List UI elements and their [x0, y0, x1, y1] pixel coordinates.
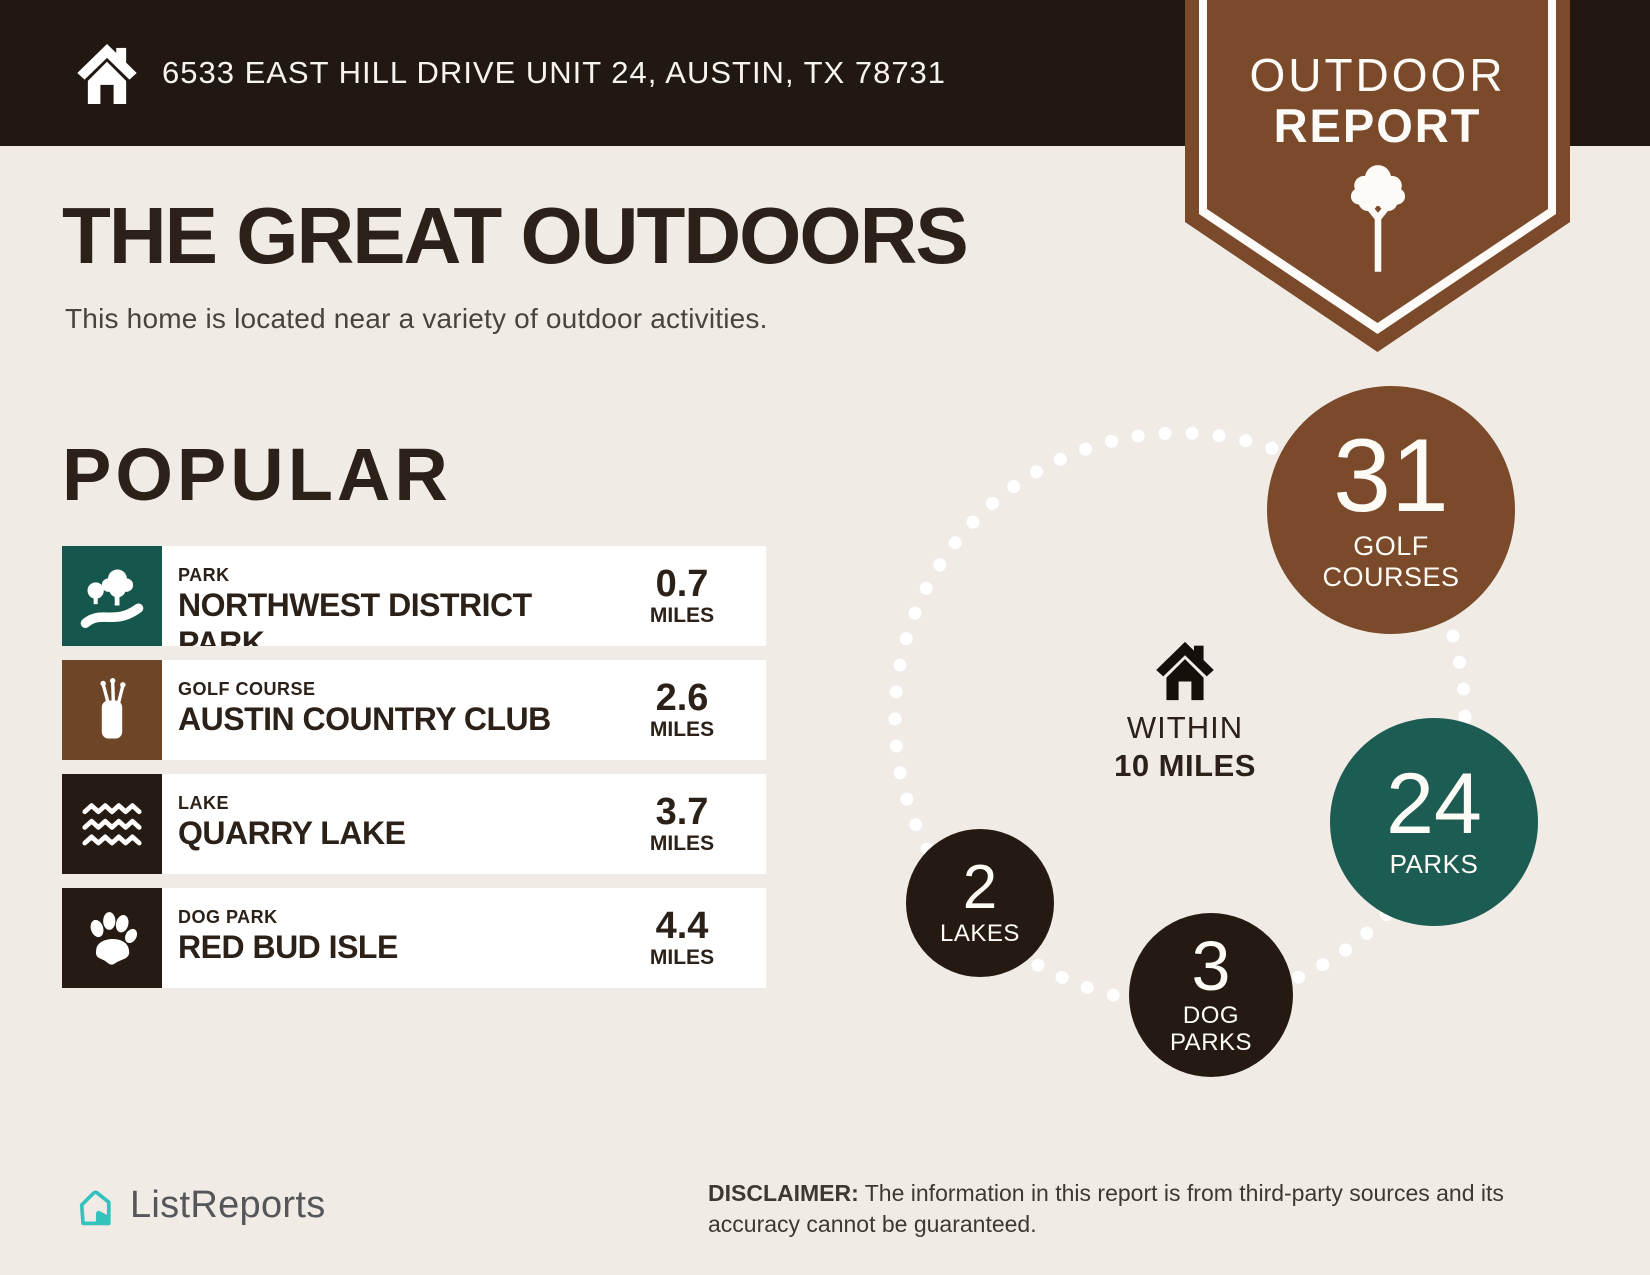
radius-dotted-ring	[888, 426, 1472, 1010]
badge-title-line1: OUTDOOR	[1249, 49, 1506, 101]
place-name: NORTHWEST DISTRICT PARK	[178, 587, 532, 646]
bubble-lakes: 2 LAKES	[906, 829, 1054, 977]
distance-unit: MILES	[649, 718, 715, 741]
category-label: DOG PARK	[178, 907, 278, 927]
paw-icon	[90, 912, 138, 965]
park-iconbox	[62, 546, 162, 646]
bubble-label: GOLF COURSES	[1322, 531, 1460, 593]
lake-iconbox	[62, 774, 162, 874]
tree-icon	[1350, 165, 1405, 272]
list-item-park: PARK NORTHWEST DISTRICT PARK 0.7 MILES	[62, 546, 766, 646]
badge-title-line2: REPORT	[1273, 99, 1482, 152]
bubble-golf-courses: 31 GOLF COURSES	[1267, 386, 1515, 634]
outdoor-report-badge: OUTDOOR REPORT	[1185, 0, 1570, 358]
distance-unit: MILES	[649, 946, 715, 969]
disclaimer: DISCLAIMER: The information in this repo…	[708, 1178, 1558, 1240]
radius-center: WITHIN 10 MILES	[1080, 638, 1290, 784]
distance-value: 2.6	[655, 677, 709, 719]
list-item-text: GOLF COURSE AUSTIN COUNTRY CLUB	[162, 660, 608, 760]
bubble-value: 2	[962, 852, 998, 922]
bubble-value: 24	[1386, 756, 1482, 853]
distance-value: 3.7	[655, 791, 709, 833]
distance: 3.7 MILES	[612, 774, 766, 874]
listreports-house-icon	[79, 1190, 111, 1226]
category-label: LAKE	[178, 793, 229, 813]
disclaimer-label: DISCLAIMER:	[708, 1180, 859, 1206]
list-item-dog-park: DOG PARK RED BUD ISLE 4.4 MILES	[62, 888, 766, 988]
listreports-logo: ListReports	[72, 1182, 326, 1228]
list-item-text: LAKE QUARRY LAKE	[162, 774, 608, 874]
page-subtitle: This home is located near a variety of o…	[65, 303, 768, 334]
bubble-value: 31	[1333, 417, 1449, 534]
category-label: PARK	[178, 565, 230, 585]
bubble-value: 3	[1191, 927, 1231, 1006]
list-item-text: DOG PARK RED BUD ISLE	[162, 888, 608, 988]
popular-heading: POPULAR	[62, 433, 452, 516]
page-title: THE GREAT OUTDOORS	[62, 191, 969, 280]
bubble-label: PARKS	[1389, 848, 1479, 879]
list-item-text: PARK NORTHWEST DISTRICT PARK	[162, 546, 608, 646]
place-name: AUSTIN COUNTRY CLUB	[178, 701, 551, 737]
place-name: QUARRY LAKE	[178, 815, 406, 851]
distance: 4.4 MILES	[612, 888, 766, 988]
house-icon	[77, 43, 137, 105]
park-icon	[80, 569, 144, 628]
bubble-label: LAKES	[940, 919, 1020, 947]
bubble-dog-parks: 3 DOG PARKS	[1129, 913, 1293, 1077]
golf-bag-icon	[100, 678, 126, 739]
distance-unit: MILES	[649, 604, 715, 627]
house-icon	[1156, 641, 1214, 701]
radius-label: 10 MILES	[1114, 748, 1256, 783]
list-item-golf-course: GOLF COURSE AUSTIN COUNTRY CLUB 2.6 MILE…	[62, 660, 766, 760]
distance: 0.7 MILES	[612, 546, 766, 646]
category-label: GOLF COURSE	[178, 679, 316, 699]
bubble-parks: 24 PARKS	[1330, 718, 1538, 926]
place-name: RED BUD ISLE	[178, 929, 398, 965]
dog-park-iconbox	[62, 888, 162, 988]
waves-icon	[82, 803, 142, 846]
brand-name: ListReports	[130, 1183, 326, 1226]
distance: 2.6 MILES	[612, 660, 766, 760]
distance-unit: MILES	[649, 832, 715, 855]
within-label: WITHIN	[1126, 710, 1244, 745]
list-item-lake: LAKE QUARRY LAKE 3.7 MILES	[62, 774, 766, 874]
golf-iconbox	[62, 660, 162, 760]
bubble-label: DOG PARKS	[1169, 1001, 1253, 1057]
distance-value: 0.7	[655, 563, 709, 605]
disclaimer-text: The information in this report is from t…	[708, 1180, 1504, 1238]
property-address: 6533 EAST HILL DRIVE UNIT 24, AUSTIN, TX…	[162, 55, 947, 90]
distance-value: 4.4	[655, 905, 709, 947]
